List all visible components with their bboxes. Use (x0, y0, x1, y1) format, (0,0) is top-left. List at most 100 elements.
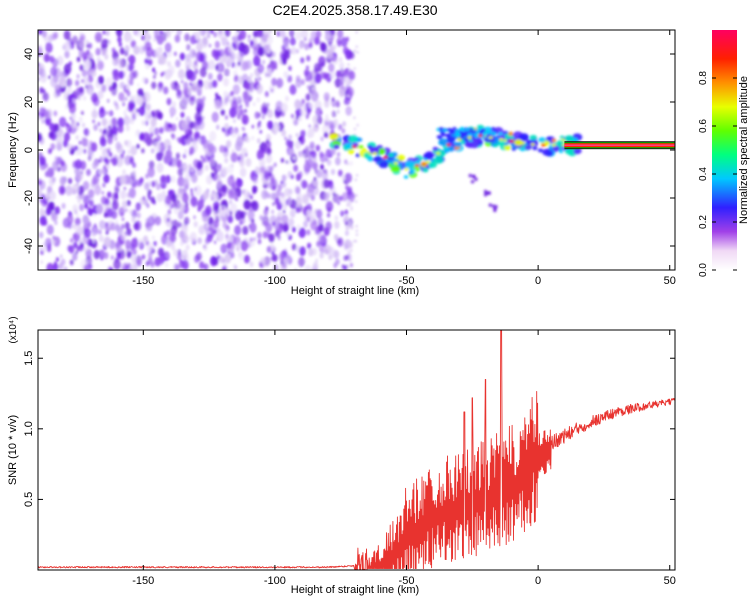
noise-blob (118, 92, 125, 102)
signal-bead (478, 134, 483, 138)
noise-blob (194, 111, 202, 123)
signal-bead (425, 160, 430, 164)
noise-blob (42, 92, 49, 102)
noise-blob (217, 73, 223, 82)
noise-blob (194, 187, 197, 192)
spectrogram-y-tick-label: -20 (23, 190, 35, 206)
noise-blob (72, 223, 76, 230)
noise-blob (344, 96, 351, 106)
snr-x-tick-label: -150 (132, 575, 154, 587)
noise-blob (252, 185, 258, 194)
noise-blob (295, 30, 302, 41)
noise-blob (231, 61, 236, 68)
noise-blob (345, 241, 348, 245)
noise-blob (185, 244, 190, 251)
noise-blob (136, 108, 139, 113)
noise-blob (123, 186, 127, 191)
noise-blob (103, 251, 109, 260)
noise-blob (310, 76, 313, 80)
noise-blob (189, 231, 197, 243)
noise-blob (325, 113, 329, 119)
noise-blob (154, 257, 161, 267)
noise-blob (144, 120, 149, 126)
noise-blob (293, 164, 299, 172)
noise-blob (98, 229, 102, 235)
noise-blob (200, 168, 204, 174)
noise-blob (234, 224, 242, 236)
noise-blob (81, 137, 88, 147)
noise-blob (148, 114, 152, 119)
signal-blob (432, 146, 439, 152)
noise-blob (107, 191, 112, 199)
noise-blob (117, 253, 121, 260)
noise-blob (101, 118, 108, 127)
noise-blob (92, 174, 100, 184)
noise-blob (349, 243, 352, 247)
noise-blob (306, 55, 311, 62)
noise-blob (283, 70, 289, 79)
noise-blob (43, 53, 50, 63)
noise-blob (343, 69, 349, 78)
snr-marks (38, 330, 675, 570)
noise-blob (49, 122, 55, 132)
noise-blob (165, 174, 171, 184)
noise-blob (342, 46, 349, 55)
noise-blob (285, 160, 289, 164)
signal-blob (558, 149, 564, 154)
noise-blob (173, 248, 179, 257)
noise-blob (103, 157, 108, 163)
spur-blob (474, 177, 478, 182)
signal-bead (393, 161, 399, 165)
noise-blob (300, 79, 305, 86)
noise-blob (259, 262, 263, 268)
noise-blob (347, 63, 350, 66)
noise-blob (43, 36, 48, 42)
noise-blob (77, 198, 81, 204)
noise-blob (350, 227, 354, 230)
noise-blob (203, 190, 209, 200)
noise-blob (75, 93, 80, 100)
signal-blob (514, 139, 523, 146)
noise-blob (74, 217, 81, 227)
signal-blob (359, 145, 364, 149)
noise-blob (39, 157, 43, 162)
noise-blob (213, 31, 218, 38)
noise-blob (38, 245, 42, 251)
noise-blob (130, 145, 138, 156)
signal-blob (464, 141, 473, 148)
noise-blob (298, 42, 304, 50)
noise-blob (145, 103, 151, 112)
noise-blob (262, 59, 266, 65)
noise-blob (272, 184, 276, 190)
noise-blob (117, 124, 124, 134)
noise-blob (120, 212, 124, 217)
noise-blob (180, 111, 185, 118)
noise-blob (207, 30, 211, 34)
noise-blob (43, 220, 48, 226)
noise-blob (245, 101, 250, 108)
noise-blob (350, 249, 353, 252)
noise-blob (355, 224, 358, 228)
noise-blob (283, 49, 291, 60)
noise-blob (155, 109, 161, 118)
noise-blob (177, 210, 184, 220)
noise-blob (113, 203, 118, 210)
noise-blob (75, 159, 82, 170)
signal-blob (545, 150, 554, 157)
noise-blob (306, 158, 314, 169)
spectrogram-x-tick-label: -50 (399, 275, 415, 287)
noise-blob (298, 150, 303, 158)
noise-blob (54, 220, 58, 226)
noise-blob (106, 207, 114, 218)
noise-blob (97, 60, 104, 71)
noise-blob (61, 81, 66, 88)
noise-blob (45, 41, 50, 48)
noise-blob (46, 262, 54, 270)
noise-blob (254, 77, 258, 82)
noise-blob (333, 233, 339, 241)
noise-blob (257, 238, 262, 245)
noise-blob (165, 251, 170, 259)
noise-blob (339, 62, 345, 70)
spectrogram-y-tick-label: 40 (23, 48, 35, 60)
noise-blob (289, 209, 296, 218)
